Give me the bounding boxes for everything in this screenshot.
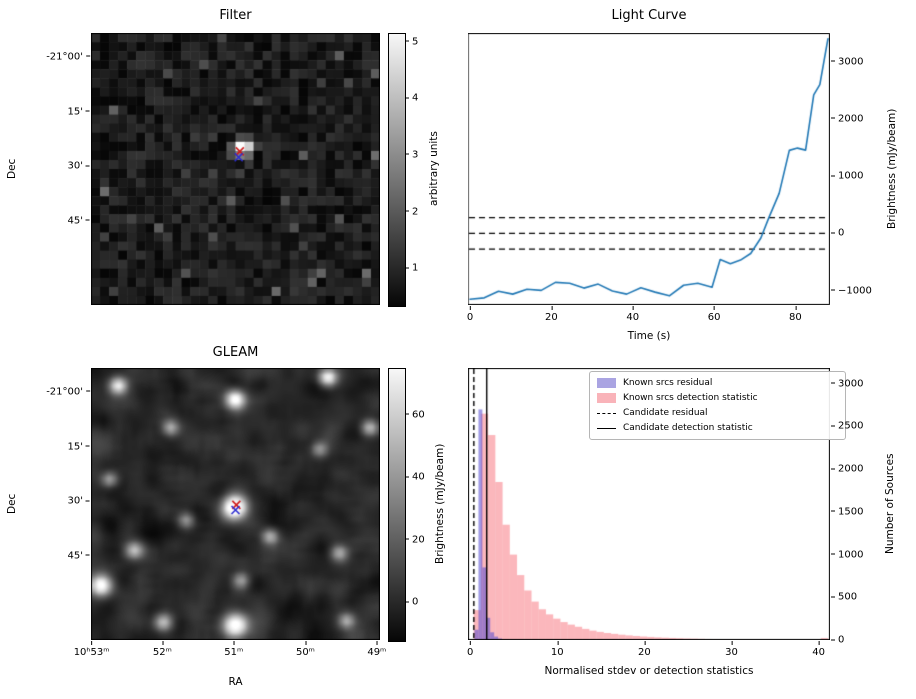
dec-tick-label: -21°00' (46, 386, 90, 398)
filter-ylabel: Dec (6, 158, 18, 180)
legend-row: Candidate residual (597, 407, 838, 419)
lightcurve-xlabel: Time (s) (627, 330, 671, 342)
histogram-xlabel: Normalised stdev or detection statistics (544, 665, 754, 677)
filter-image-canvas (91, 33, 380, 305)
candidate-residual-dashed-line-icon (597, 412, 616, 414)
lightcurve-title: Light Curve (611, 8, 687, 23)
filter-title: Filter (219, 8, 252, 23)
legend-row: Known srcs detection statistic (597, 392, 838, 404)
colorbar-tick-label: 60 (405, 409, 425, 421)
dec-tick-label: -21°00' (46, 51, 90, 63)
brightness-tick-label: 2000 (830, 113, 864, 125)
legend-row: Candidate detection statistic (597, 422, 838, 434)
gleam-xlabel: RA (228, 676, 243, 688)
colorbar-tick-label: 0 (404, 596, 419, 608)
legend-label: Candidate residual (623, 408, 708, 418)
brightness-tick-label: −1000 (831, 285, 872, 297)
brightness-tick-label: 1000 (830, 170, 864, 182)
dec-tick-label: 15' (67, 441, 91, 453)
histogram-legend: Known srcs residual Known srcs detection… (589, 371, 846, 440)
stat-tick-label: 10 (550, 641, 564, 658)
dec-tick-label: 45' (67, 550, 91, 562)
time-tick-label: 60 (707, 306, 721, 323)
colorbar-tick-label: 4 (404, 92, 419, 104)
stat-tick-label: 0 (466, 641, 474, 658)
gleam-ylabel: Dec (6, 493, 18, 515)
ra-tick-label: 10ʰ53ᵐ (73, 641, 110, 658)
dec-tick-label: 30' (67, 160, 91, 172)
brightness-tick-label: 3000 (830, 56, 864, 68)
stat-tick-label: 30 (725, 641, 738, 658)
ra-tick-label: 52ᵐ (152, 641, 172, 658)
colorbar-tick-label: 40 (405, 471, 425, 483)
gleam-colorbar-label: Brightness (mJy/beam) (434, 443, 446, 565)
time-tick-label: 80 (789, 306, 802, 323)
gleam-image-canvas (91, 368, 380, 640)
count-tick-label: 0 (830, 634, 845, 646)
known-srcs-detection-patch-icon (597, 393, 616, 403)
known-srcs-residual-patch-icon (597, 378, 616, 388)
time-tick-label: 40 (626, 306, 640, 323)
legend-label: Known srcs residual (623, 378, 713, 388)
time-tick-label: 0 (466, 306, 474, 323)
colorbar-tick-label: 1 (404, 262, 419, 274)
count-tick-label: 2000 (830, 463, 864, 475)
colorbar-tick-label: 3 (404, 149, 419, 161)
histogram-ylabel: Number of Sources (884, 453, 896, 555)
colorbar-tick-label: 5 (404, 36, 419, 47)
candidate-detection-solid-line-icon (597, 427, 616, 429)
lightcurve-ylabel: Brightness (mJy/beam) (886, 108, 898, 230)
time-tick-label: 20 (545, 306, 558, 323)
gleam-title: GLEAM (212, 345, 259, 360)
stat-tick-label: 20 (638, 641, 651, 658)
dec-tick-label: 45' (67, 215, 91, 227)
colorbar-tick-label: 2 (404, 206, 419, 217)
legend-label: Candidate detection statistic (623, 423, 753, 433)
filter-colorbar (388, 33, 406, 307)
count-tick-label: 500 (830, 591, 858, 603)
gleam-colorbar (388, 368, 406, 642)
ra-tick-label: 51ᵐ (224, 641, 244, 658)
legend-row: Known srcs residual (597, 377, 838, 389)
gleam-image-plot (91, 368, 380, 640)
colorbar-tick-label: 20 (405, 534, 425, 546)
legend-label: Known srcs detection statistic (623, 393, 758, 403)
brightness-tick-label: 0 (830, 227, 845, 239)
count-tick-label: 3000 (830, 378, 864, 390)
stat-tick-label: 40 (812, 641, 826, 658)
ra-tick-label: 49ᵐ (367, 641, 387, 658)
count-tick-label: 1500 (830, 506, 864, 518)
count-tick-label: 1000 (830, 549, 864, 561)
lightcurve-plot (468, 33, 830, 305)
dec-tick-label: 30' (67, 495, 91, 507)
lightcurve-canvas (468, 33, 830, 305)
ra-tick-label: 50ᵐ (295, 641, 315, 658)
filter-image-plot (91, 33, 380, 305)
filter-colorbar-label: arbitrary units (428, 131, 440, 207)
dec-tick-label: 15' (67, 106, 91, 118)
count-tick-label: 2500 (830, 420, 864, 432)
